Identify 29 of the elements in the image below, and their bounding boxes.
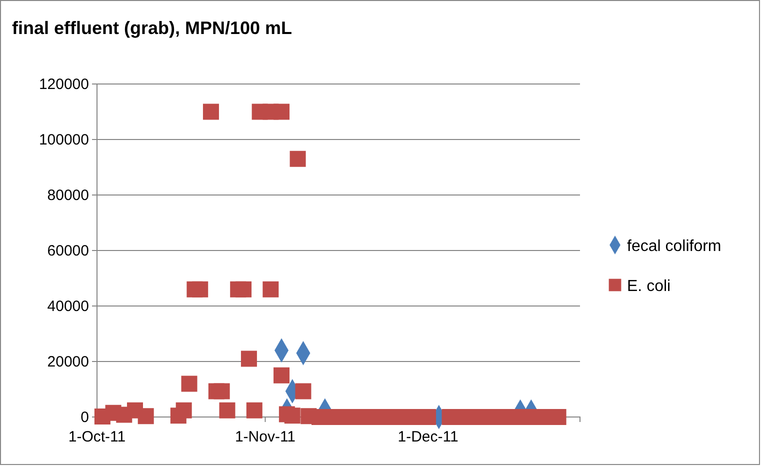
point	[262, 281, 279, 298]
x-tick-label: 1-Dec-11	[398, 428, 458, 446]
point	[274, 104, 290, 120]
point	[284, 408, 300, 424]
point	[240, 350, 257, 367]
y-tick-label: 100000	[38, 131, 89, 148]
point	[214, 383, 230, 400]
point	[202, 104, 219, 120]
point	[138, 408, 154, 424]
point	[176, 402, 192, 418]
legend-label: fecal coliform	[627, 238, 722, 255]
chart-title: final effluent (grab), MPN/100 mL	[12, 18, 292, 38]
point	[274, 367, 290, 384]
point	[192, 281, 208, 298]
point	[236, 281, 252, 298]
point	[219, 402, 236, 418]
y-tick-label: 80000	[47, 186, 89, 204]
y-tick-label: 0	[80, 408, 89, 426]
point	[290, 150, 306, 167]
legend-label: E. coli	[627, 278, 671, 295]
y-tick-label: 60000	[47, 242, 89, 260]
x-tick-label: 1-Oct-11	[68, 428, 126, 446]
y-tick-label: 40000	[47, 298, 89, 315]
y-tick-label: 120000	[38, 76, 89, 93]
y-tick-label: 20000	[47, 353, 89, 370]
point	[246, 402, 262, 418]
point	[295, 383, 312, 400]
x-tick-label: 1-Nov-11	[234, 428, 296, 446]
point	[181, 376, 198, 392]
